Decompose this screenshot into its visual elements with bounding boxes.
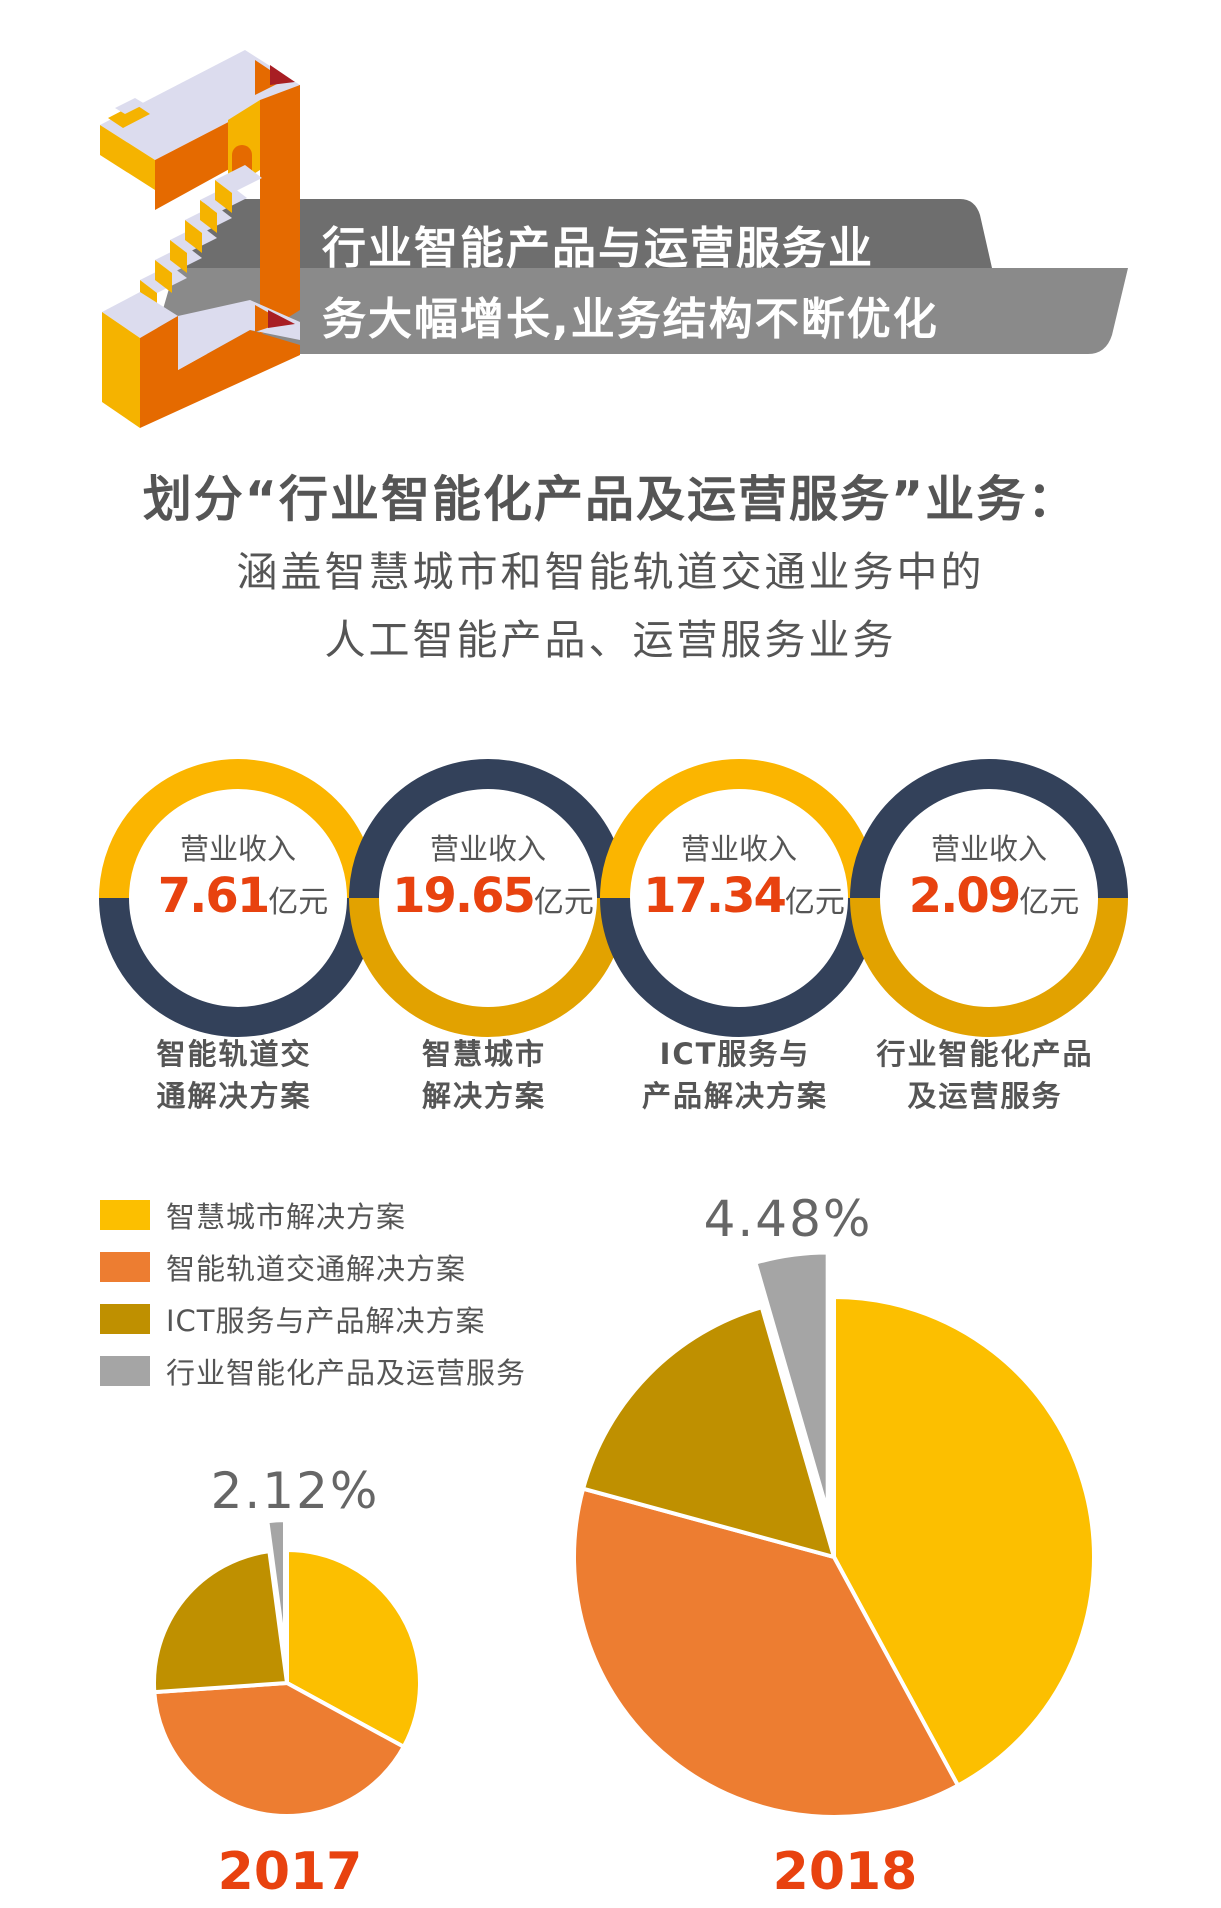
revenue-unit: 亿元 <box>533 885 594 920</box>
pie-2018-slice <box>832 1294 1096 1789</box>
ring-arc-bottom <box>99 897 377 1037</box>
pie-2017-slice <box>265 1518 288 1654</box>
pie-2018-annotation: 4.48% <box>703 1190 873 1248</box>
name-line2: 及运营服务 <box>907 1079 1063 1113</box>
revenue-number: 19.65 <box>392 868 536 924</box>
pie-2018-slice <box>572 1486 961 1819</box>
pie-2017-slice <box>152 1548 290 1695</box>
ring-arc-bottom <box>349 897 627 1037</box>
revenue-ring <box>850 759 1128 1037</box>
name-line2: 解决方案 <box>421 1079 546 1113</box>
ring-arc-top <box>600 759 878 899</box>
banner-title-line1: 行业智能产品与运营服务业 <box>322 223 874 274</box>
legend-swatch <box>100 1356 150 1386</box>
name-line1: 智慧城市 <box>421 1037 546 1071</box>
subtitle-line1: 涵盖智慧城市和智能轨道交通业务中的 <box>236 548 985 596</box>
ring-arc-top <box>99 759 377 899</box>
revenue-ring <box>99 759 377 1037</box>
ring-category-name: 行业智能化产品 及运营服务 <box>865 1033 1105 1117</box>
legend-item: 智能轨道交通解决方案 <box>100 1250 466 1286</box>
pie-2018-slice <box>752 1250 830 1514</box>
ring-category-name: 智慧城市 解决方案 <box>364 1033 604 1117</box>
ring-label: 营业收入 <box>680 832 798 866</box>
ring-label: 营业收入 <box>179 832 297 866</box>
legend-item: 智慧城市解决方案 <box>100 1198 406 1234</box>
revenue-number: 2.09 <box>908 868 1021 924</box>
ring-label: 营业收入 <box>429 832 547 866</box>
revenue-number: 17.34 <box>643 868 787 924</box>
isometric-stair-logo <box>100 50 1128 428</box>
ring-category-name: ICT服务与 产品解决方案 <box>615 1033 855 1117</box>
name-line1: 智能轨道交 <box>156 1037 312 1071</box>
legend-label: 智能轨道交通解决方案 <box>166 1252 467 1286</box>
ring-label: 营业收入 <box>930 832 1048 866</box>
ring-value: 19.65亿元 <box>392 868 594 924</box>
revenue-ring <box>349 759 627 1037</box>
ring-value: 2.09亿元 <box>909 868 1079 924</box>
legend-label: ICT服务与产品解决方案 <box>166 1304 486 1338</box>
section-heading: 划分“行业智能化产品及运营服务”业务： <box>142 471 1079 528</box>
pie-charts <box>152 1250 1096 1819</box>
pie-2018-slice <box>580 1304 837 1560</box>
name-line1: ICT服务与 <box>659 1037 811 1071</box>
revenue-number: 7.61 <box>157 868 270 924</box>
banner-band-top <box>180 199 992 268</box>
pie-2017-annotation: 2.12% <box>210 1462 380 1520</box>
legend-swatch <box>100 1304 150 1334</box>
name-line2: 产品解决方案 <box>641 1079 828 1113</box>
legend-swatch <box>100 1252 150 1282</box>
legend-swatch <box>100 1200 150 1230</box>
banner-title-line2: 务大幅增长,业务结构不断优化 <box>322 294 939 345</box>
ring-arc-bottom <box>850 897 1128 1037</box>
ring-arc-top <box>349 759 627 899</box>
ring-arc-bottom <box>600 897 878 1037</box>
revenue-unit: 亿元 <box>784 885 845 920</box>
legend-item: ICT服务与产品解决方案 <box>100 1302 486 1338</box>
ring-arc-top <box>850 759 1128 899</box>
pie-2017-slice <box>285 1547 422 1750</box>
legend-label: 行业智能化产品及运营服务 <box>166 1356 527 1390</box>
legend-item: 行业智能化产品及运营服务 <box>100 1354 526 1390</box>
pie-2018-year: 2018 <box>772 1842 918 1902</box>
name-line2: 通解决方案 <box>156 1079 312 1113</box>
pie-2017-year: 2017 <box>217 1842 363 1902</box>
revenue-rings <box>99 759 1128 1037</box>
ring-category-name: 智能轨道交通解决方案 <box>114 1033 354 1117</box>
pie-2017-slice <box>152 1680 407 1818</box>
revenue-unit: 亿元 <box>1019 885 1080 920</box>
revenue-ring <box>600 759 878 1037</box>
name-line1: 行业智能化产品 <box>876 1037 1094 1071</box>
revenue-unit: 亿元 <box>268 885 329 920</box>
subtitle-line2: 人工智能产品、运营服务业务 <box>324 616 897 664</box>
ring-value: 17.34亿元 <box>643 868 845 924</box>
legend-label: 智慧城市解决方案 <box>166 1200 407 1234</box>
banner-band-bottom <box>150 268 1128 354</box>
ring-value: 7.61亿元 <box>158 868 328 924</box>
